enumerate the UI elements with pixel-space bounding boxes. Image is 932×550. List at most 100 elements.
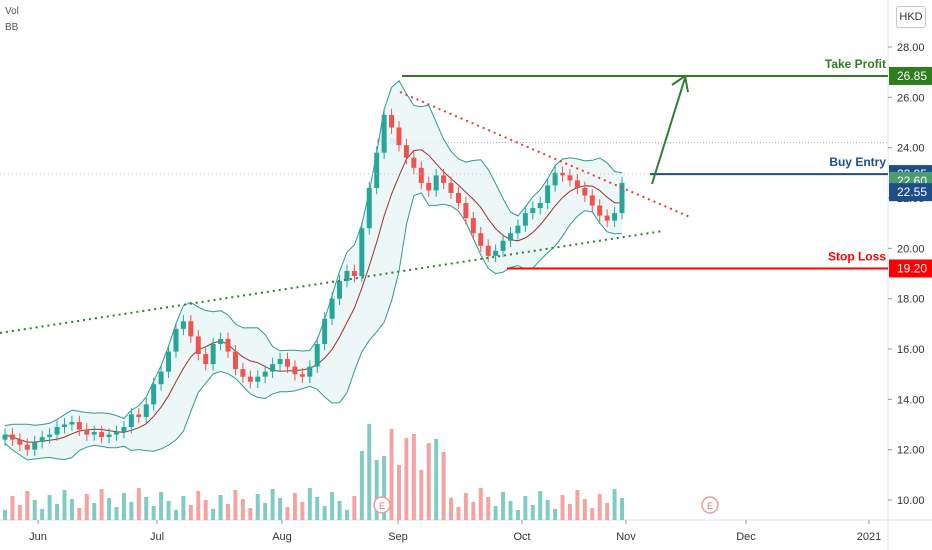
candle-body (180, 321, 186, 329)
candle-body (381, 114, 387, 153)
candle-body (307, 366, 313, 377)
volume-bar (597, 494, 602, 520)
candle-body (589, 195, 595, 206)
bollinger-upper-band (4, 80, 623, 427)
x-tick-label: 2021 (857, 531, 881, 543)
volume-bar (538, 491, 543, 520)
level-price-tag (889, 66, 932, 85)
volume-bar (560, 495, 565, 520)
y-tick-label: 12.00 (897, 445, 925, 457)
bollinger-band-fill (5, 80, 622, 460)
candle-body (441, 175, 447, 183)
bollinger-bands-indicator-label[interactable]: BB (5, 22, 19, 33)
volume-bar (389, 429, 394, 520)
volume-bar (352, 496, 357, 520)
candle-body (121, 427, 127, 433)
candle-body (507, 233, 513, 241)
candle-body (463, 203, 469, 219)
candle-body (545, 185, 551, 204)
volume-bar (322, 506, 327, 520)
volume-bar (567, 504, 572, 520)
candle-body (530, 208, 536, 214)
volume-bar (486, 497, 491, 520)
x-tick-label: Nov (616, 531, 636, 543)
candle-body (411, 157, 417, 168)
candle-body (396, 127, 402, 146)
candle-body (284, 359, 290, 367)
x-tick-label: Dec (736, 531, 756, 543)
candle-body (114, 432, 120, 435)
price-tag (889, 183, 932, 202)
volume-bar (515, 510, 520, 520)
volume-bar (315, 497, 320, 520)
candle-body (91, 432, 97, 435)
y-tick-label: 26.00 (897, 92, 925, 104)
candle-body (314, 343, 320, 367)
candle-body (426, 182, 432, 191)
volume-bar (188, 505, 193, 520)
candle-body (76, 421, 82, 430)
candle-body (143, 404, 149, 417)
candle-body (240, 369, 246, 377)
currency-button[interactable]: HKD (896, 6, 926, 28)
volume-bar (129, 502, 134, 520)
candle-body (277, 359, 283, 365)
candle-body (448, 182, 454, 193)
level-label: Take Profit (825, 57, 886, 71)
candle-body (389, 114, 395, 128)
volume-bar (300, 502, 305, 520)
volume-bar (32, 500, 37, 520)
projection-arrow-line (651, 77, 686, 185)
volume-indicator-label[interactable]: Vol (5, 6, 19, 17)
candle-body (366, 187, 372, 229)
volume-bar (159, 492, 164, 520)
volume-bar (55, 504, 60, 520)
candle-body (128, 414, 134, 428)
volume-bar (10, 496, 15, 520)
volume-bar (493, 506, 498, 520)
earnings-marker-label: E (379, 501, 385, 511)
candle-body (39, 437, 45, 443)
candle-body (166, 351, 172, 372)
volume-bar (166, 501, 171, 520)
candle-body (47, 434, 53, 438)
candle-body (225, 338, 231, 352)
volume-bar (374, 460, 379, 520)
volume-bar (411, 434, 416, 520)
y-tick-label: 18.00 (897, 294, 925, 306)
candle-body (322, 318, 328, 344)
candle-body (470, 218, 476, 234)
volume-bar (69, 499, 74, 520)
volume-bar (575, 490, 580, 520)
candle-body (136, 414, 142, 417)
volume-bar (463, 493, 468, 520)
y-tick-label: 14.00 (897, 394, 925, 406)
candle-body (188, 321, 194, 337)
volume-bar (382, 456, 387, 520)
x-tick-label: Sep (388, 531, 408, 543)
candle-body (218, 338, 224, 344)
y-tick-label: 16.00 (897, 344, 925, 356)
candle-body (359, 228, 365, 277)
volume-bar (173, 510, 178, 520)
y-tick-label: 28.00 (897, 42, 925, 54)
level-label: Buy Entry (829, 155, 886, 169)
candle-body (9, 434, 15, 440)
volume-bar (344, 510, 349, 520)
candle-body (232, 351, 238, 370)
bollinger-lower-band (4, 192, 623, 461)
volume-bar (136, 488, 141, 520)
volume-bar (419, 470, 424, 520)
candle-body (17, 439, 23, 445)
candle-body (515, 225, 521, 234)
volume-bar (330, 492, 335, 520)
volume-bar (456, 507, 461, 520)
candle-body (173, 328, 179, 352)
projection-arrowhead (671, 74, 689, 93)
candle-body (2, 434, 8, 440)
price-tag-text: 22.55 (897, 185, 927, 199)
volume-bar (404, 438, 409, 520)
candle-body (433, 175, 439, 191)
earnings-marker (701, 496, 719, 514)
